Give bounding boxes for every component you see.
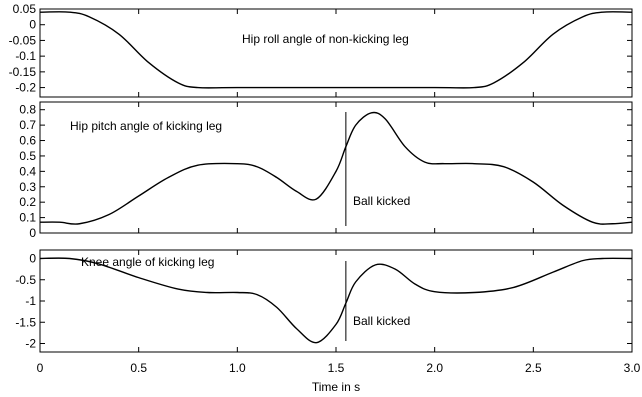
panel-2-y-tick-label: 0.1 — [19, 211, 36, 225]
panel-2-y-tick-label: 0.4 — [19, 164, 36, 178]
x-tick-label: 1.5 — [328, 361, 345, 375]
panel-2-ball-kicked-label: Ball kicked — [353, 194, 410, 208]
panel-2-y-tick-label: 0.2 — [19, 195, 36, 209]
panel-2-y-tick-label: 0.3 — [19, 180, 36, 194]
panel-1-series-line — [39, 11, 633, 89]
panel-1-y-tick-label: -0.1 — [15, 49, 36, 63]
panel-1-y-tick-label: 0 — [29, 18, 36, 32]
panel-1-y-tick-label: -0.2 — [15, 81, 36, 95]
panel-3-y-tick-label: -2 — [25, 337, 36, 351]
x-axis-label: Time in s — [312, 380, 360, 394]
x-tick-label: 0 — [37, 361, 44, 375]
panel-3-annotation: Knee angle of kicking leg — [81, 255, 214, 269]
panel-2-y-tick-label: 0.8 — [19, 103, 36, 117]
panel-3-ball-kicked-label: Ball kicked — [353, 314, 410, 328]
panel-1-y-tick-label: -0.05 — [9, 33, 37, 47]
panel-1-annotation: Hip roll angle of non-kicking leg — [242, 32, 409, 46]
panel-2-y-tick-label: 0.7 — [19, 118, 36, 132]
panel-1-y-tick-label: -0.15 — [9, 65, 37, 79]
panel-3-y-tick-label: -0.5 — [15, 273, 36, 287]
panel-1-frame — [39, 8, 633, 98]
panel-3-y-tick-label: 0 — [29, 252, 36, 266]
panel-2-annotation: Hip pitch angle of kicking leg — [70, 119, 222, 133]
x-tick-label: 3.0 — [624, 361, 641, 375]
panel-1-y-tick-label: 0.05 — [13, 2, 37, 16]
panel-2-y-tick-label: 0 — [29, 226, 36, 240]
x-tick-label: 1.0 — [229, 361, 246, 375]
panel-3-y-tick-label: -1.5 — [15, 315, 36, 329]
panel-2-y-tick-label: 0.5 — [19, 149, 36, 163]
panel-3-series-line — [39, 257, 633, 344]
x-tick-label: 2.0 — [426, 361, 443, 375]
panel-2-y-tick-label: 0.6 — [19, 134, 36, 148]
x-tick-label: 0.5 — [130, 361, 147, 375]
panel-3-y-tick-label: -1 — [25, 294, 36, 308]
x-tick-label: 2.5 — [525, 361, 542, 375]
